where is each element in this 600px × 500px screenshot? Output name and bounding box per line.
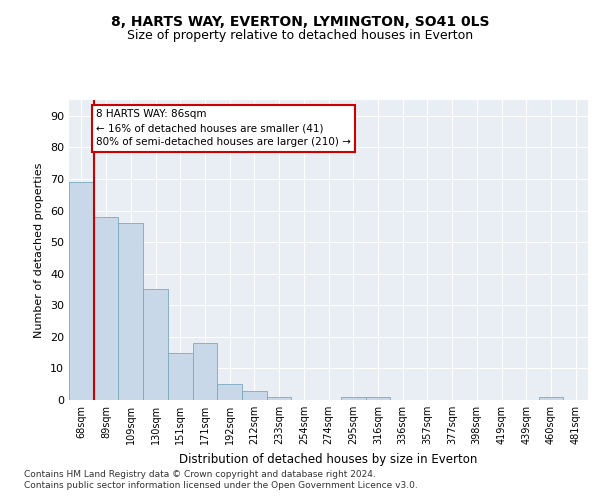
Y-axis label: Number of detached properties: Number of detached properties bbox=[34, 162, 44, 338]
Bar bbox=[539, 397, 563, 400]
Bar bbox=[168, 352, 193, 400]
Text: 8 HARTS WAY: 86sqm
← 16% of detached houses are smaller (41)
80% of semi-detache: 8 HARTS WAY: 86sqm ← 16% of detached hou… bbox=[96, 110, 351, 148]
Bar bbox=[118, 223, 143, 400]
X-axis label: Distribution of detached houses by size in Everton: Distribution of detached houses by size … bbox=[179, 452, 478, 466]
Text: Contains HM Land Registry data © Crown copyright and database right 2024.: Contains HM Land Registry data © Crown c… bbox=[24, 470, 376, 479]
Text: Size of property relative to detached houses in Everton: Size of property relative to detached ho… bbox=[127, 29, 473, 42]
Bar bbox=[217, 384, 242, 400]
Bar bbox=[365, 397, 390, 400]
Text: Contains public sector information licensed under the Open Government Licence v3: Contains public sector information licen… bbox=[24, 481, 418, 490]
Bar bbox=[94, 217, 118, 400]
Text: 8, HARTS WAY, EVERTON, LYMINGTON, SO41 0LS: 8, HARTS WAY, EVERTON, LYMINGTON, SO41 0… bbox=[111, 15, 489, 29]
Bar bbox=[341, 397, 365, 400]
Bar bbox=[143, 290, 168, 400]
Bar bbox=[69, 182, 94, 400]
Bar bbox=[193, 343, 217, 400]
Bar bbox=[242, 390, 267, 400]
Bar bbox=[267, 397, 292, 400]
